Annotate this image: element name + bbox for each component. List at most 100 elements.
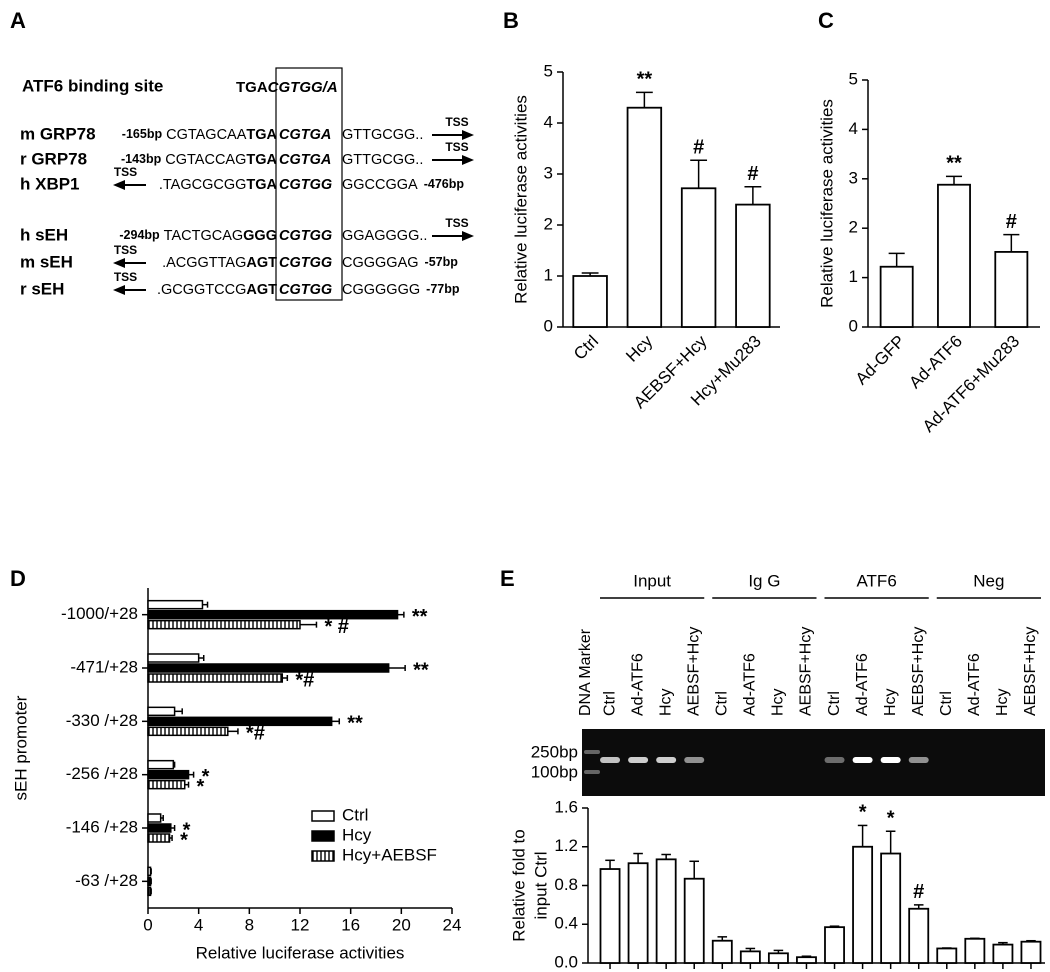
sequence-3: CGGGGGG -77bp xyxy=(342,282,460,298)
y-tick-label: 0 xyxy=(849,316,858,335)
legend-label: Hcy+AEBSF xyxy=(342,845,437,864)
y-tick-label: 2 xyxy=(849,218,858,237)
sequence-3: GTTGCGG.. xyxy=(342,152,423,168)
sequence-5: -165bp CGTAGCAATGA xyxy=(122,127,278,143)
gene-name: h XBP1 xyxy=(20,174,80,193)
significance: * xyxy=(197,776,205,798)
y-tick-label: -330 /+28 xyxy=(66,711,138,730)
arrow-head xyxy=(462,130,474,140)
bar xyxy=(937,183,971,328)
flank: CGTACCAG xyxy=(165,152,246,168)
conserved: TGA xyxy=(246,177,277,193)
panel-label: B xyxy=(503,8,519,33)
bar xyxy=(147,886,152,897)
bar xyxy=(147,716,333,727)
bar xyxy=(852,845,874,964)
group-label: Input xyxy=(633,571,671,590)
y-tick-label: -1000/+28 xyxy=(61,604,138,623)
sequence-3: CGGGGAG -57bp xyxy=(342,255,458,271)
lane-label: AEBSF+Hcy xyxy=(910,627,927,716)
tss-label: TSS xyxy=(114,270,137,284)
bar xyxy=(735,203,771,328)
y-axis-label: Relative luciferase activities xyxy=(511,95,530,304)
bar xyxy=(880,852,902,964)
y-tick-label: 3 xyxy=(544,163,553,182)
sequence-5: -143bp CGTACCAGTGA xyxy=(121,152,278,168)
flank: CGGGGAG xyxy=(342,255,419,271)
lane-label: Ctrl xyxy=(938,691,955,716)
gel-band xyxy=(628,757,649,763)
consensus-core: CGTGG/A xyxy=(268,79,338,96)
bar xyxy=(767,952,789,964)
lane-label: Ad-ATF6 xyxy=(966,653,983,716)
bar xyxy=(994,251,1029,328)
tss-label: TSS xyxy=(114,165,137,179)
bar xyxy=(147,759,175,770)
gene-name: m sEH xyxy=(20,252,73,271)
bar xyxy=(796,956,817,964)
x-tick-label: Ad-ATF6+Mu283 xyxy=(919,332,1023,436)
group-label: Neg xyxy=(973,571,1004,590)
bar xyxy=(908,907,930,964)
lane-label: Ad-ATF6 xyxy=(629,653,646,716)
significance: # xyxy=(913,881,924,903)
bar xyxy=(824,926,845,964)
lane-label: Hcy xyxy=(657,688,674,716)
conserved: TGA xyxy=(246,152,277,168)
x-tick-label: 24 xyxy=(443,915,462,934)
lane-label: Ctrl xyxy=(714,691,731,716)
gel-band xyxy=(908,757,929,763)
x-tick-label: Hcy xyxy=(622,331,656,365)
y-tick-label: 2 xyxy=(544,214,553,233)
y-tick-label: 1.2 xyxy=(554,836,578,855)
y-axis-label: Relative fold to xyxy=(509,829,528,941)
gene-name: m GRP78 xyxy=(20,124,96,143)
group-label: ATF6 xyxy=(856,571,896,590)
flank: GGCCGGA xyxy=(342,177,418,193)
gel-band xyxy=(824,757,845,763)
motif-box xyxy=(275,67,343,301)
flank: GTTGCGG.. xyxy=(342,127,423,143)
lane-label: Hcy xyxy=(770,688,787,716)
bar xyxy=(626,106,663,328)
lane-label: Ctrl xyxy=(826,691,843,716)
binding-site-title: ATF6 binding site xyxy=(22,76,163,95)
y-tick-label: 3 xyxy=(849,168,858,187)
significance: ** xyxy=(946,153,962,175)
bar xyxy=(147,833,171,843)
significance: # xyxy=(1006,211,1017,233)
marker-band xyxy=(584,750,600,754)
core-motif: CGTGA xyxy=(279,152,331,168)
bar xyxy=(147,609,399,620)
significance: * # xyxy=(324,616,348,638)
sequence-3: GGAGGGG.. xyxy=(342,228,427,244)
y-tick-label: 4 xyxy=(544,112,553,131)
significance: # xyxy=(693,137,704,159)
gene-name: r sEH xyxy=(20,279,64,298)
y-tick-label: 0 xyxy=(544,316,553,335)
bar xyxy=(147,673,284,683)
position: -294bp xyxy=(119,228,160,242)
legend-swatch xyxy=(311,810,335,822)
bar xyxy=(147,706,176,717)
y-tick-label: -471/+28 xyxy=(70,657,138,676)
y-tick-label: -146 /+28 xyxy=(66,817,138,836)
core-motif: CGTGG xyxy=(279,255,332,271)
y-tick-label: 5 xyxy=(849,69,858,88)
marker-band xyxy=(584,770,600,774)
bar xyxy=(739,950,761,964)
gel-band xyxy=(656,757,677,763)
marker-label: DNA Marker xyxy=(577,628,594,716)
x-tick-label: 16 xyxy=(341,915,360,934)
significance: ** xyxy=(347,713,363,735)
significance: # xyxy=(747,163,758,185)
position: -165bp xyxy=(122,127,163,141)
arrow-head xyxy=(113,180,125,190)
arrow-head xyxy=(113,285,125,295)
bar xyxy=(683,877,705,964)
flank: TACTGCAG xyxy=(164,228,243,244)
arrow-head xyxy=(113,258,125,268)
flank: .TAGCGCGG xyxy=(159,177,247,193)
x-tick-label: 4 xyxy=(194,915,203,934)
arrow-head xyxy=(462,231,474,241)
